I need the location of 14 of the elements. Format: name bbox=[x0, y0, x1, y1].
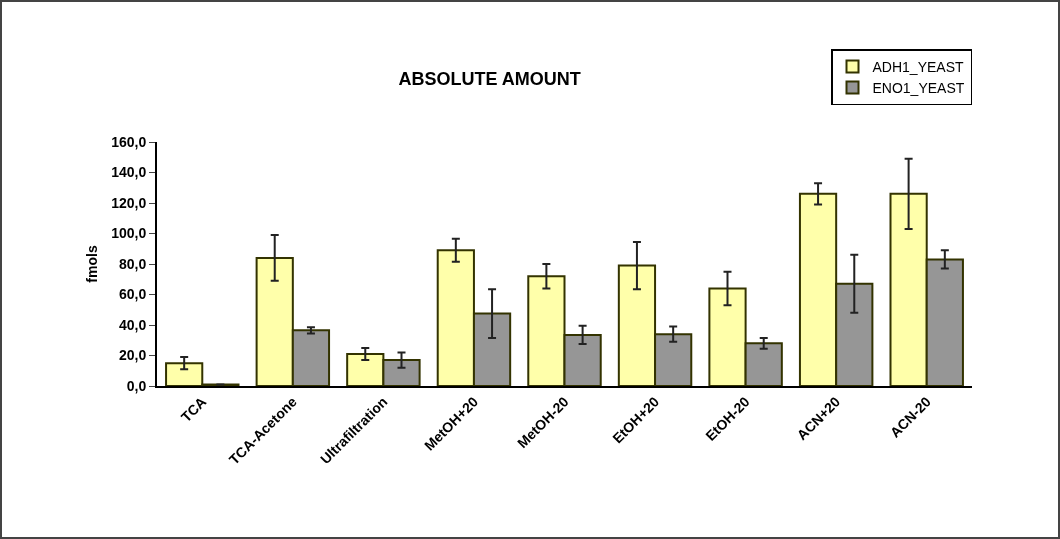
x-tick-label: TCA bbox=[177, 393, 210, 426]
y-tick-label: 80,0 bbox=[118, 255, 147, 272]
y-tick-label: 20,0 bbox=[118, 347, 147, 364]
y-tick-label: 140,0 bbox=[111, 164, 147, 181]
y-tick-label: 100,0 bbox=[111, 225, 147, 242]
y-tick-label: 120,0 bbox=[111, 194, 147, 211]
y-tick-label: 40,0 bbox=[118, 316, 147, 333]
y-axis-title: fmols bbox=[84, 245, 101, 283]
legend-label: ADH1_YEAST bbox=[872, 58, 964, 75]
legend-label: ENO1_YEAST bbox=[872, 80, 965, 97]
y-tick-label: 60,0 bbox=[118, 286, 147, 303]
y-tick-label: 160,0 bbox=[111, 133, 147, 150]
chart-title: ABSOLUTE AMOUNT bbox=[398, 68, 581, 89]
y-tick-label: 0,0 bbox=[126, 377, 147, 394]
